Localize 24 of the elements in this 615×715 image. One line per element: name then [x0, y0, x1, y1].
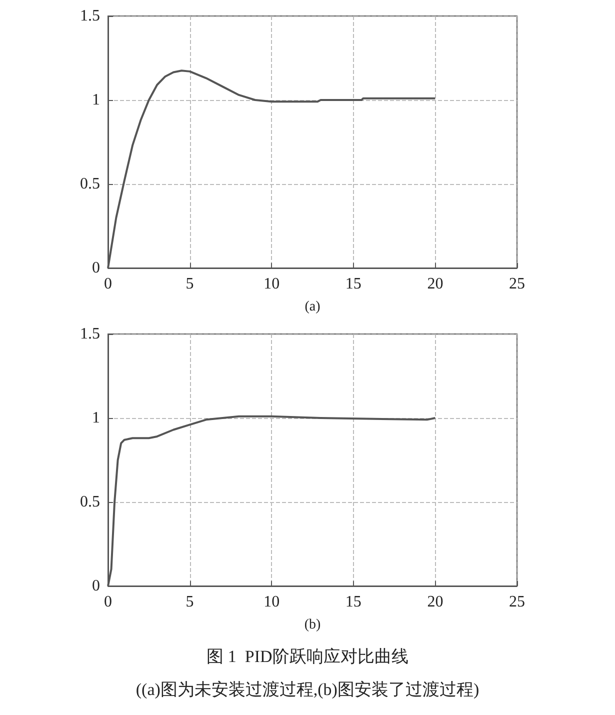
x-tick-label: 10 [264, 594, 280, 610]
x-axis-title: (a) [304, 300, 321, 314]
x-tick-label: 0 [104, 594, 112, 610]
x-tick-label: 15 [345, 594, 362, 610]
x-tick-label: 5 [186, 594, 194, 610]
x-tick-label: 15 [345, 276, 362, 292]
y-tick-label: 0.5 [80, 494, 100, 510]
x-tick-label: 10 [264, 276, 280, 292]
y-tick-label: 0 [92, 260, 100, 276]
x-tick-label: 25 [509, 594, 525, 610]
y-tick-label: 1 [92, 92, 100, 108]
y-tick-label: 1.5 [80, 8, 100, 24]
y-tick-label: 1 [92, 410, 100, 426]
y-tick-label: 1.5 [80, 326, 100, 342]
x-axis-title: (b) [304, 618, 321, 632]
x-tick-label: 20 [427, 594, 444, 610]
y-tick-label: 0.5 [80, 176, 100, 192]
x-tick-label: 0 [104, 276, 112, 292]
x-tick-label: 20 [427, 276, 444, 292]
text: ((a)图为未安装过渡过程,(b)图安装了过渡过程) [136, 680, 480, 699]
y-tick-label: 0 [92, 578, 100, 594]
x-tick-label: 5 [186, 276, 194, 292]
caption: 图 1 PID阶跃响应对比曲线 [206, 647, 408, 666]
x-tick-label: 25 [509, 276, 525, 292]
